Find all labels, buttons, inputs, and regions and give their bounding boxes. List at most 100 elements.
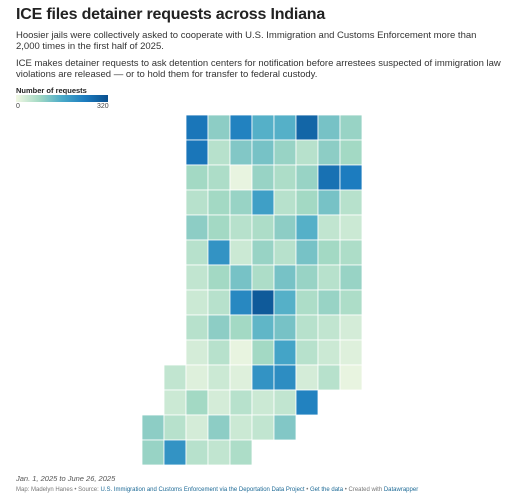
county [339, 239, 363, 266]
county [339, 264, 363, 291]
county [163, 439, 187, 466]
dates: Jan. 1, 2025 to June 26, 2025 [16, 474, 116, 483]
county [185, 139, 209, 166]
county [339, 289, 363, 316]
county [251, 389, 275, 416]
county [229, 289, 253, 316]
county [317, 364, 341, 391]
county [339, 339, 363, 366]
county [317, 214, 341, 241]
county [207, 389, 231, 416]
county [251, 364, 275, 391]
county [295, 364, 319, 391]
county [273, 189, 297, 216]
county [229, 364, 253, 391]
county [185, 264, 209, 291]
county [273, 139, 297, 166]
county [229, 389, 253, 416]
county [317, 239, 341, 266]
county [163, 389, 187, 416]
data-link[interactable]: Get the data [310, 487, 344, 493]
created: • Created with [343, 487, 384, 493]
county [207, 189, 231, 216]
county [185, 214, 209, 241]
county [317, 139, 341, 166]
source-line: Map: Madelyn Hanes • Source: U.S. Immigr… [16, 487, 418, 493]
county [163, 414, 187, 441]
county [251, 339, 275, 366]
county [295, 339, 319, 366]
county [251, 414, 275, 441]
county [273, 289, 297, 316]
county [273, 114, 297, 141]
county [229, 214, 253, 241]
county [207, 339, 231, 366]
county [317, 289, 341, 316]
county [295, 389, 319, 416]
map [141, 114, 363, 466]
county [207, 314, 231, 341]
county [251, 164, 275, 191]
county [317, 164, 341, 191]
county [295, 289, 319, 316]
county [273, 314, 297, 341]
legend-min: 0 [16, 103, 20, 110]
county [273, 214, 297, 241]
county [229, 239, 253, 266]
county [317, 264, 341, 291]
county [185, 114, 209, 141]
description: Hoosier jails were collectively asked to… [16, 30, 477, 52]
county [295, 114, 319, 141]
county [295, 239, 319, 266]
county [339, 314, 363, 341]
county [229, 114, 253, 141]
county [229, 414, 253, 441]
county [185, 339, 209, 366]
county [295, 214, 319, 241]
county [251, 189, 275, 216]
county [207, 114, 231, 141]
county [295, 264, 319, 291]
county [295, 139, 319, 166]
county [317, 114, 341, 141]
county [185, 164, 209, 191]
county [207, 214, 231, 241]
county [295, 189, 319, 216]
county [273, 364, 297, 391]
county [273, 164, 297, 191]
source-link[interactable]: U.S. Immigration and Customs Enforcement… [100, 487, 305, 493]
credit: Map: Madelyn Hanes • Source: [16, 487, 101, 493]
legend-max: 320 [97, 103, 109, 110]
legend-bar [16, 95, 108, 102]
county [229, 164, 253, 191]
county [185, 314, 209, 341]
county [295, 164, 319, 191]
county [185, 414, 209, 441]
county [251, 114, 275, 141]
county [185, 364, 209, 391]
county [251, 139, 275, 166]
county [229, 314, 253, 341]
county [339, 164, 363, 191]
county [207, 139, 231, 166]
county [251, 239, 275, 266]
county [185, 439, 209, 466]
county [207, 414, 231, 441]
county [339, 114, 363, 141]
county [229, 264, 253, 291]
county [185, 289, 209, 316]
separator: • [304, 487, 311, 493]
county [207, 364, 231, 391]
title: ICE files detainer requests across India… [16, 6, 326, 23]
tool-link[interactable]: Datawrapper [383, 487, 419, 493]
county [273, 239, 297, 266]
county [185, 389, 209, 416]
county [141, 414, 165, 441]
county [207, 164, 231, 191]
county [251, 264, 275, 291]
county [229, 339, 253, 366]
county [251, 214, 275, 241]
county [163, 364, 187, 391]
county [317, 314, 341, 341]
